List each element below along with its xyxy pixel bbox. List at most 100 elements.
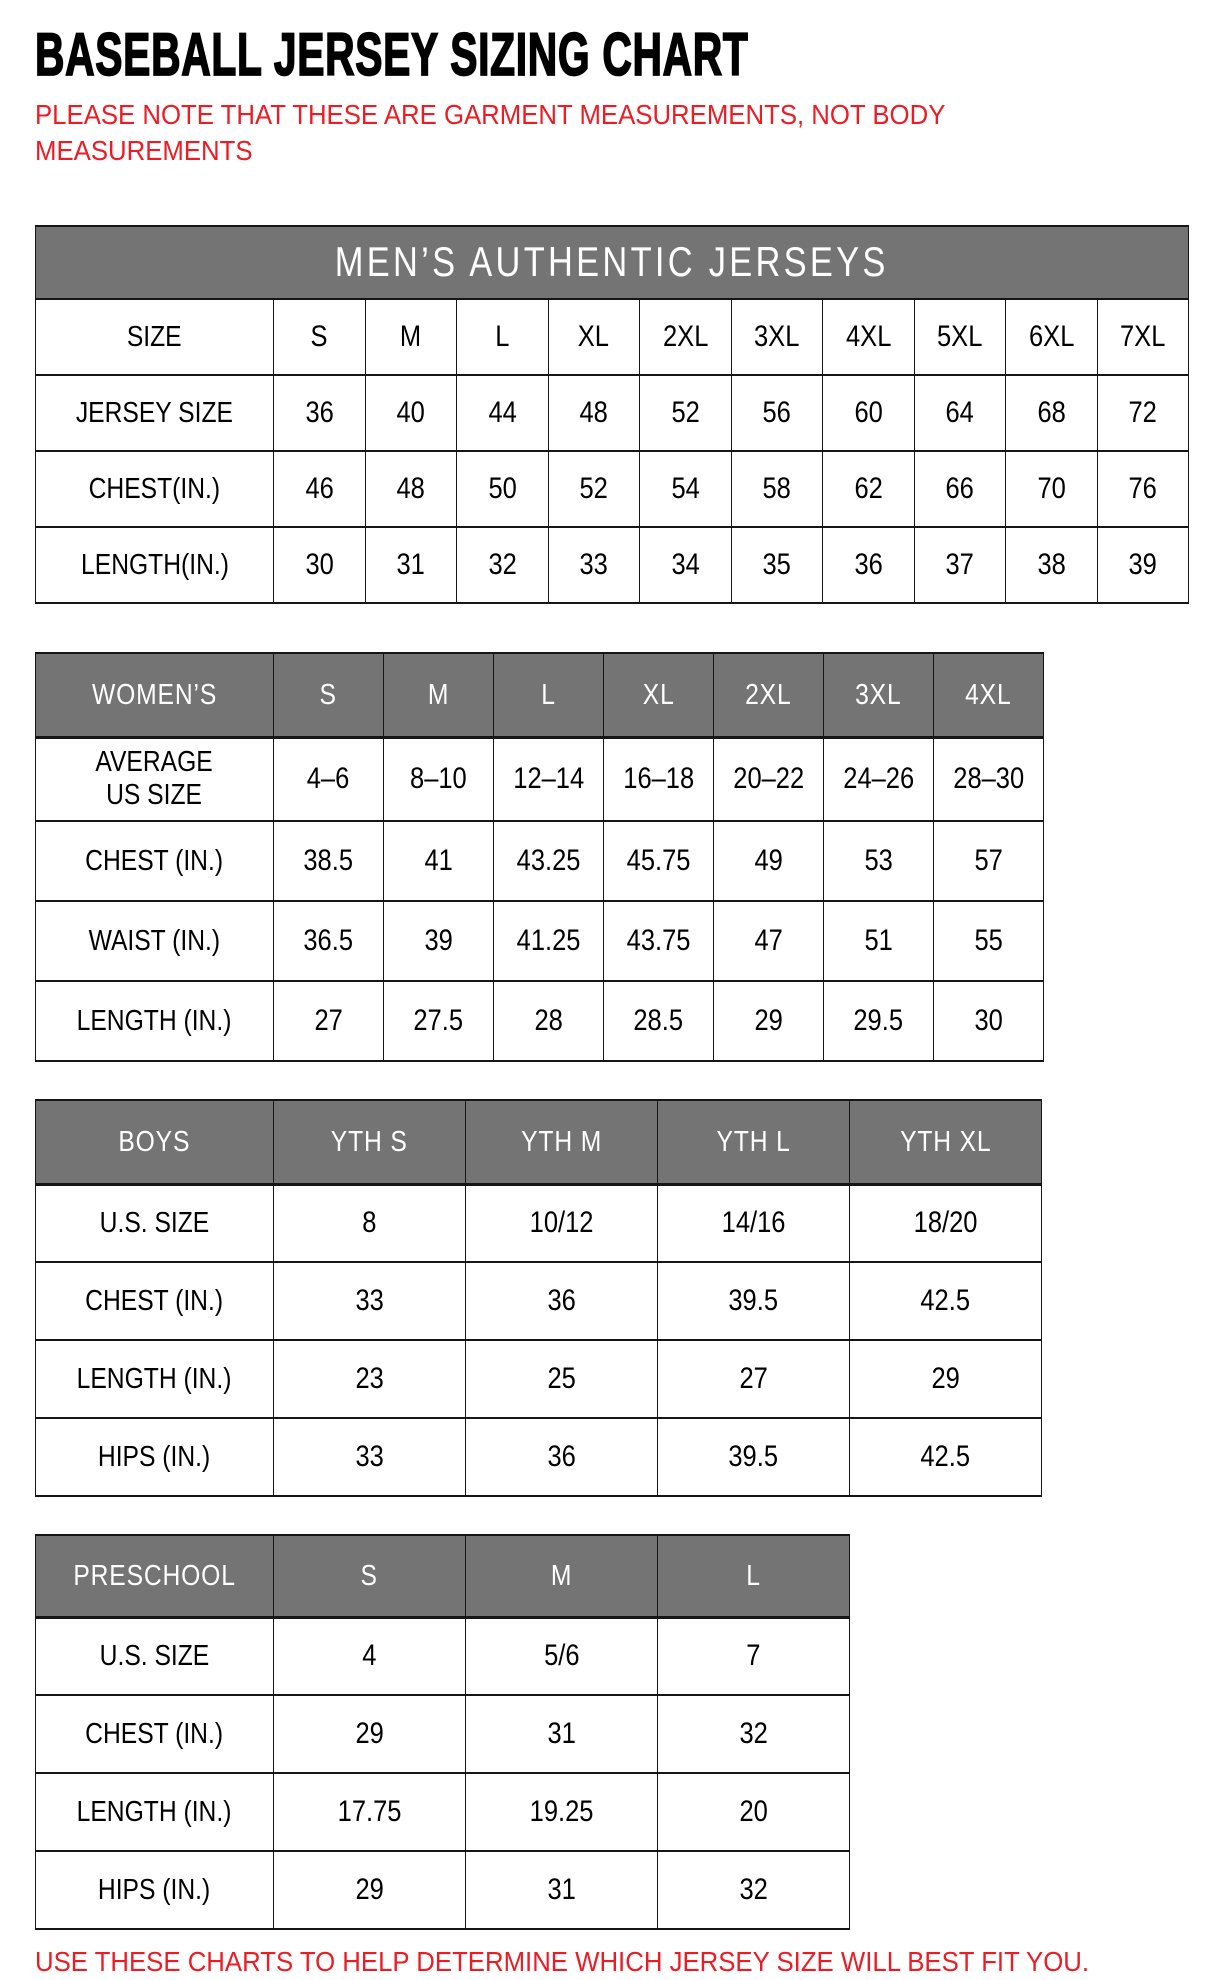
cell-value: 29 — [754, 1003, 783, 1037]
column-header-label: M — [550, 1559, 573, 1592]
column-header-label: L — [746, 1559, 761, 1592]
table-cell: 20–22 — [713, 736, 824, 822]
row-label-text: JERSEY SIZE — [75, 396, 234, 429]
cell-value: 30 — [974, 1003, 1003, 1037]
column-header: M — [383, 652, 494, 739]
cell-value: 60 — [854, 395, 883, 429]
row-label: CHEST (IN.) — [35, 1261, 274, 1341]
column-header: YTH M — [465, 1099, 658, 1186]
cell-value: 68 — [1037, 395, 1066, 429]
row-label-text: LENGTH(IN.) — [80, 548, 229, 581]
cell-value: 4–6 — [307, 762, 350, 795]
table-row: AVERAGE US SIZE 4–6 8–10 12–14 16–18 20–22 24–… — [35, 736, 1044, 822]
row-label: AVERAGE US SIZE — [35, 736, 274, 822]
row-label-text: LENGTH (IN.) — [77, 1362, 232, 1395]
row-label-text: CHEST(IN.) — [88, 472, 221, 505]
table-cell: 8–10 — [383, 736, 494, 822]
header-row: WOMEN’S S M L XL 2XL 3XL 4XL — [35, 652, 1044, 739]
table-cell: 38 — [1005, 526, 1098, 604]
table-cell: 29 — [273, 1850, 466, 1930]
table-cell: S — [273, 298, 366, 376]
table-cell: 3XL — [730, 298, 823, 376]
table-cell: 45.75 — [603, 820, 714, 902]
cell-value: 39 — [424, 923, 453, 957]
table-cell: 68 — [1005, 374, 1098, 452]
cell-value: M — [400, 319, 422, 353]
table-cell: 30 — [273, 526, 366, 604]
cell-value: S — [310, 319, 328, 353]
cell-value: 31 — [396, 547, 425, 581]
row-label: SIZE — [35, 298, 274, 376]
cell-value: 35 — [762, 547, 791, 581]
cell-value: 40 — [396, 395, 425, 429]
row-label: CHEST (IN.) — [35, 820, 274, 902]
cell-value: 4XL — [845, 319, 891, 353]
column-header-label: PRESCHOOL — [73, 1559, 236, 1592]
cell-value: 45.75 — [626, 843, 691, 877]
column-header-label: M — [427, 678, 450, 711]
table-cell: 25 — [465, 1339, 658, 1419]
cell-value: 42.5 — [920, 1283, 971, 1317]
table-cell: 52 — [639, 374, 732, 452]
column-header: 2XL — [713, 652, 824, 739]
table-cell: 32 — [657, 1694, 850, 1774]
cell-value: 6XL — [1028, 319, 1074, 353]
table-cell: 31 — [364, 526, 457, 604]
row-label-text: HIPS (IN.) — [98, 1440, 211, 1473]
banner-row: MEN’S AUTHENTIC JERSEYS — [34, 225, 1190, 300]
column-header: 4XL — [933, 652, 1044, 739]
cell-value: 2XL — [662, 319, 708, 353]
cell-value: 36 — [854, 547, 883, 581]
cell-value: 34 — [671, 547, 700, 581]
table-cell: 44 — [456, 374, 549, 452]
table-row: CHEST (IN.) 38.5 41 43.25 45.75 49 53 57 — [35, 820, 1044, 902]
table-cell: 12–14 — [493, 736, 604, 822]
cell-value: 62 — [854, 471, 883, 505]
table-row: LENGTH (IN.) 17.75 19.25 20 — [35, 1772, 850, 1852]
table-cell: 72 — [1096, 374, 1190, 452]
table-row: LENGTH (IN.) 27 27.5 28 28.5 29 29.5 30 — [35, 980, 1044, 1062]
table-cell: 48 — [364, 450, 457, 528]
cell-value: 32 — [488, 547, 517, 581]
row-label-text: U.S. SIZE — [99, 1640, 210, 1673]
table-cell: 39.5 — [657, 1261, 850, 1341]
column-header: XL — [603, 652, 714, 739]
cell-value: 43.75 — [626, 923, 691, 957]
column-header-label: YTH L — [716, 1125, 791, 1158]
table-cell: 39 — [1096, 526, 1190, 604]
cell-value: 44 — [488, 395, 517, 429]
column-header: YTH XL — [849, 1099, 1042, 1186]
cell-value: 12–14 — [513, 762, 584, 795]
cell-value: 41.25 — [516, 923, 581, 957]
table-cell: 40 — [364, 374, 457, 452]
table-cell: 29 — [273, 1694, 466, 1774]
cell-value: 50 — [488, 471, 517, 505]
cell-value: 47 — [754, 923, 783, 957]
cell-value: 52 — [671, 395, 700, 429]
cell-value: 27 — [739, 1361, 768, 1395]
table-cell: 29.5 — [823, 980, 934, 1062]
table-cell: 24–26 — [823, 736, 934, 822]
row-label-text: AVERAGE US SIZE — [95, 745, 214, 812]
table-cell: 47 — [713, 900, 824, 982]
table-title-cell: BOYS — [35, 1099, 274, 1186]
cell-value: 7 — [746, 1639, 761, 1672]
table-cell: 36 — [273, 374, 366, 452]
cell-value: 37 — [945, 547, 974, 581]
table-row: U.S. SIZE 4 5/6 7 — [35, 1616, 850, 1696]
table-cell: 36 — [465, 1417, 658, 1497]
table-cell: 8 — [273, 1183, 466, 1263]
cell-value: 39.5 — [728, 1283, 779, 1317]
table-cell: 33 — [273, 1261, 466, 1341]
table-cell: 37 — [913, 526, 1006, 604]
cell-value: 17.75 — [337, 1794, 402, 1828]
cell-value: 7XL — [1120, 319, 1166, 353]
column-header-label: WOMEN’S — [91, 678, 218, 711]
cell-value: 23 — [355, 1361, 384, 1395]
row-label: HIPS (IN.) — [35, 1417, 274, 1497]
row-label-text: LENGTH (IN.) — [77, 1004, 232, 1037]
cell-value: 51 — [864, 923, 893, 957]
cell-value: 29 — [355, 1872, 384, 1906]
cell-value: 66 — [945, 471, 974, 505]
cell-value: 53 — [864, 843, 893, 877]
